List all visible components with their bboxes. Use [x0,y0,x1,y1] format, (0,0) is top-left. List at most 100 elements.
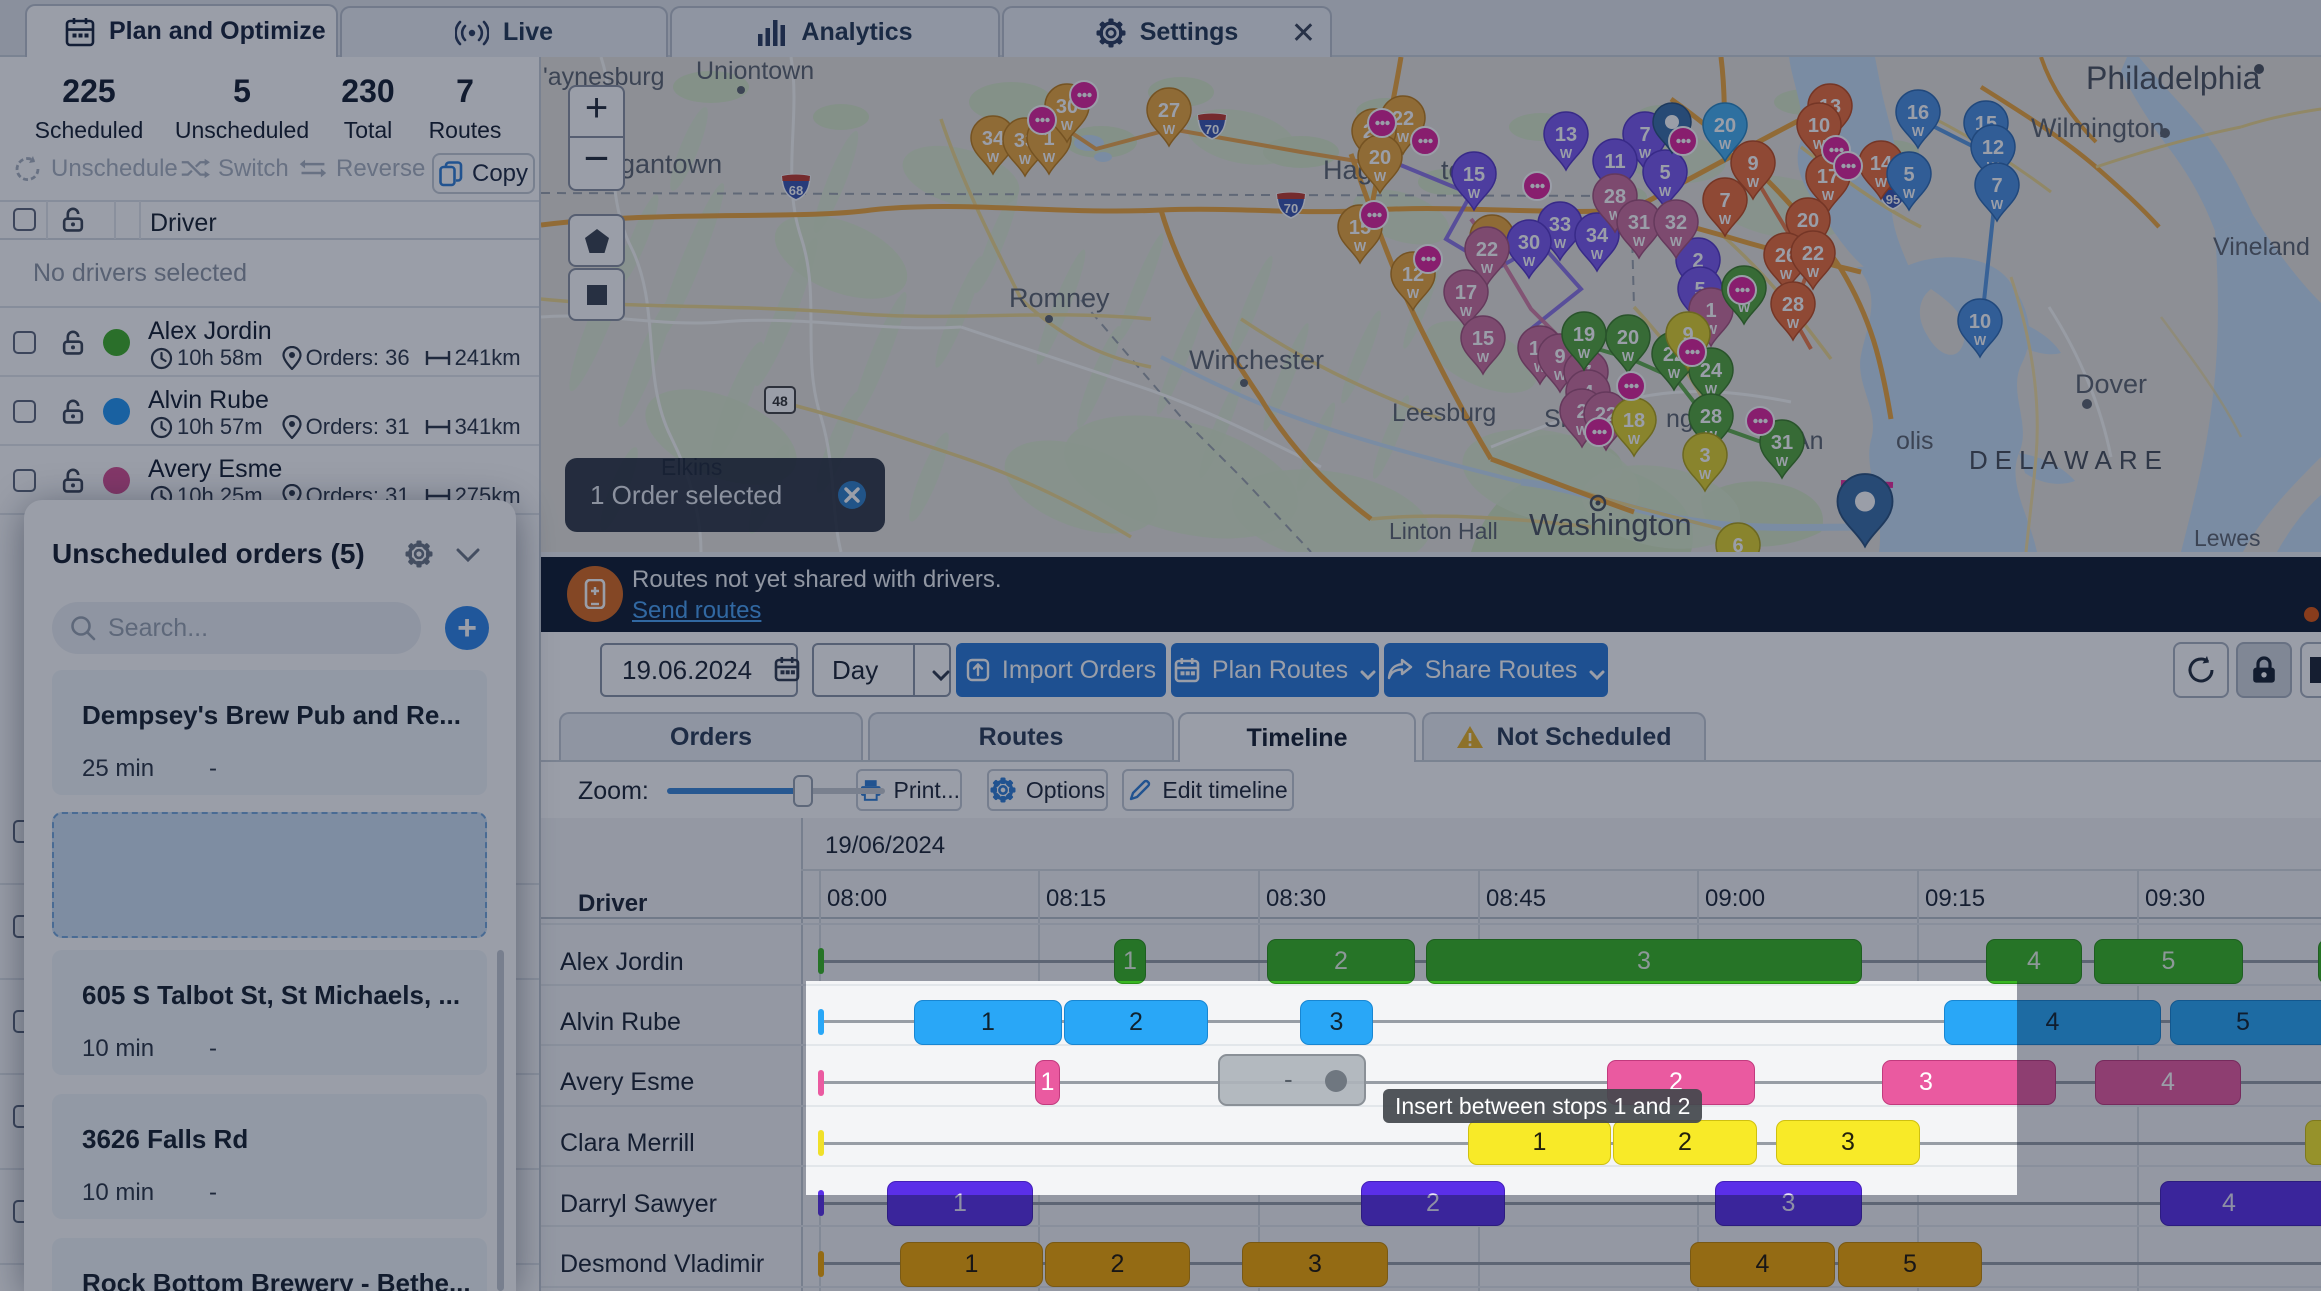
svg-text:33: 33 [1549,214,1571,236]
svg-text:70: 70 [1284,201,1298,216]
svg-text:95: 95 [1886,192,1900,207]
svg-text:1: 1 [1043,128,1054,150]
svg-text:W: W [1699,467,1712,482]
svg-text:15: 15 [1463,164,1485,186]
svg-text:6: 6 [1732,535,1743,552]
svg-text:31: 31 [1771,432,1793,454]
svg-text:15: 15 [1472,328,1494,350]
svg-text:Wilmington: Wilmington [2031,113,2165,143]
svg-text:Winchester: Winchester [1189,345,1324,375]
svg-text:12: 12 [1982,137,2004,159]
svg-text:W: W [1807,265,1820,280]
svg-text:30: 30 [1518,232,1540,254]
svg-text:W: W [1780,267,1793,282]
svg-text:68: 68 [789,183,803,198]
svg-text:17: 17 [1817,166,1839,188]
svg-text:W: W [1776,454,1789,469]
svg-text:DELAWARE: DELAWARE [1969,445,2169,475]
svg-text:W: W [1163,122,1176,137]
svg-text:W: W [1633,234,1646,249]
svg-text:5: 5 [1903,164,1914,186]
svg-text:48: 48 [772,393,788,409]
svg-text:W: W [1787,316,1800,331]
svg-text:20: 20 [1714,115,1736,137]
svg-text:22: 22 [1476,239,1498,261]
svg-text:W: W [1912,124,1925,139]
svg-text:34: 34 [982,128,1005,150]
svg-text:W: W [1061,118,1074,133]
svg-text:1: 1 [1705,300,1716,322]
svg-text:20: 20 [1617,327,1639,349]
svg-text:32: 32 [1665,212,1687,234]
svg-text:W: W [1719,212,1732,227]
svg-text:20: 20 [1369,147,1391,169]
svg-text:W: W [1822,188,1835,203]
svg-text:W: W [1670,234,1683,249]
svg-text:W: W [1560,146,1573,161]
svg-text:28: 28 [1782,294,1804,316]
svg-text:9: 9 [1747,153,1758,175]
svg-text:W: W [1354,239,1367,254]
svg-text:W: W [1903,186,1916,201]
svg-text:W: W [987,150,1000,165]
svg-text:9: 9 [1682,324,1693,346]
svg-text:Philadelphia: Philadelphia [2086,60,2261,96]
svg-text:W: W [1974,333,1987,348]
svg-text:W: W [1705,382,1718,397]
svg-text:5: 5 [1694,279,1705,301]
svg-text:70: 70 [1205,122,1219,137]
svg-text:9: 9 [1554,346,1565,368]
svg-text:17: 17 [1455,282,1477,304]
svg-text:5: 5 [1659,162,1670,184]
svg-text:31: 31 [1628,212,1650,234]
svg-text:Leesburg: Leesburg [1392,399,1496,427]
svg-text:W: W [1991,197,2004,212]
svg-text:W: W [1668,366,1681,381]
svg-text:7: 7 [1991,175,2002,197]
svg-text:2: 2 [1576,401,1587,423]
svg-text:W: W [1397,130,1410,145]
svg-text:Dover: Dover [2075,369,2147,399]
svg-text:28: 28 [1700,406,1722,428]
svg-text:W: W [1407,286,1420,301]
svg-text:W: W [1460,304,1473,319]
svg-text:22: 22 [1392,108,1414,130]
svg-text:Lewes: Lewes [2194,525,2260,551]
svg-text:W: W [1468,186,1481,201]
svg-text:W: W [1659,184,1672,199]
svg-text:3: 3 [1699,445,1710,467]
svg-text:W: W [1043,150,1056,165]
svg-text:W: W [1591,247,1604,262]
svg-text:18: 18 [1623,410,1645,432]
svg-text:16: 16 [1907,102,1929,124]
svg-text:Romney: Romney [1009,283,1110,313]
svg-text:W: W [1719,137,1732,152]
svg-text:19: 19 [1573,324,1595,346]
svg-text:7: 7 [1719,190,1730,212]
svg-text:Vineland: Vineland [2213,233,2310,261]
svg-text:W: W [1374,169,1387,184]
svg-text:W: W [1523,254,1536,269]
svg-text:11: 11 [1604,151,1625,173]
svg-text:28: 28 [1604,186,1626,208]
svg-text:W: W [1622,349,1635,364]
svg-text:Uniontown: Uniontown [696,57,814,85]
svg-text:13: 13 [1555,124,1577,146]
svg-text:20: 20 [1797,210,1819,232]
svg-text:34: 34 [1586,225,1609,247]
svg-text:W: W [1578,346,1591,361]
svg-text:W: W [1875,175,1888,190]
svg-text:27: 27 [1158,100,1180,122]
svg-text:olis: olis [1896,427,1934,455]
svg-text:W: W [1019,152,1032,167]
svg-text:W: W [1477,350,1490,365]
svg-text:22: 22 [1802,243,1824,265]
svg-text:W: W [1554,236,1567,251]
svg-text:10: 10 [1969,311,1991,333]
svg-text:W: W [1481,261,1494,276]
svg-text:2: 2 [1692,250,1703,272]
svg-text:W: W [1628,432,1641,447]
svg-text:10: 10 [1808,115,1830,137]
svg-text:Washington: Washington [1529,507,1692,542]
svg-text:W: W [1747,175,1760,190]
